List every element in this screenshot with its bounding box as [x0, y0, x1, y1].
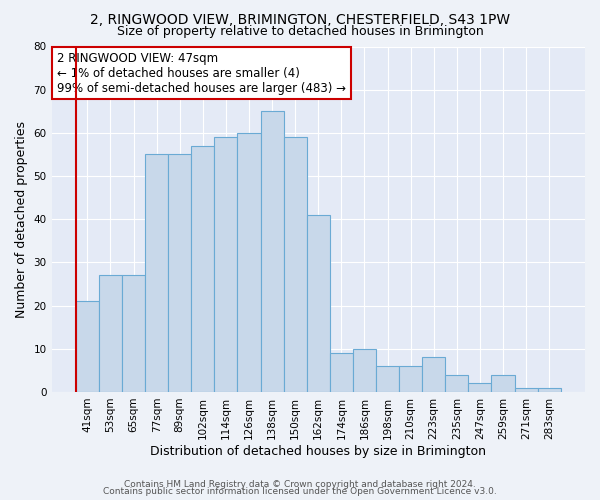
Bar: [214, 137, 238, 392]
Bar: [76, 302, 99, 392]
Bar: [515, 388, 538, 392]
Text: 2 RINGWOOD VIEW: 47sqm
← 1% of detached houses are smaller (4)
99% of semi-detac: 2 RINGWOOD VIEW: 47sqm ← 1% of detached …: [57, 52, 346, 94]
Y-axis label: Number of detached properties: Number of detached properties: [15, 120, 28, 318]
Text: Size of property relative to detached houses in Brimington: Size of property relative to detached ho…: [116, 25, 484, 38]
Bar: [376, 366, 399, 392]
Bar: [168, 154, 191, 392]
Bar: [284, 137, 307, 392]
Bar: [191, 146, 214, 392]
Bar: [491, 374, 515, 392]
Bar: [307, 215, 330, 392]
Bar: [469, 384, 491, 392]
Bar: [353, 349, 376, 392]
Bar: [145, 154, 168, 392]
Bar: [260, 112, 284, 392]
Bar: [238, 133, 260, 392]
Bar: [422, 358, 445, 392]
Bar: [399, 366, 422, 392]
X-axis label: Distribution of detached houses by size in Brimington: Distribution of detached houses by size …: [150, 444, 486, 458]
Text: Contains public sector information licensed under the Open Government Licence v3: Contains public sector information licen…: [103, 488, 497, 496]
Text: Contains HM Land Registry data © Crown copyright and database right 2024.: Contains HM Land Registry data © Crown c…: [124, 480, 476, 489]
Bar: [99, 276, 122, 392]
Bar: [330, 353, 353, 392]
Bar: [445, 374, 469, 392]
Bar: [538, 388, 561, 392]
Text: 2, RINGWOOD VIEW, BRIMINGTON, CHESTERFIELD, S43 1PW: 2, RINGWOOD VIEW, BRIMINGTON, CHESTERFIE…: [90, 12, 510, 26]
Bar: [122, 276, 145, 392]
